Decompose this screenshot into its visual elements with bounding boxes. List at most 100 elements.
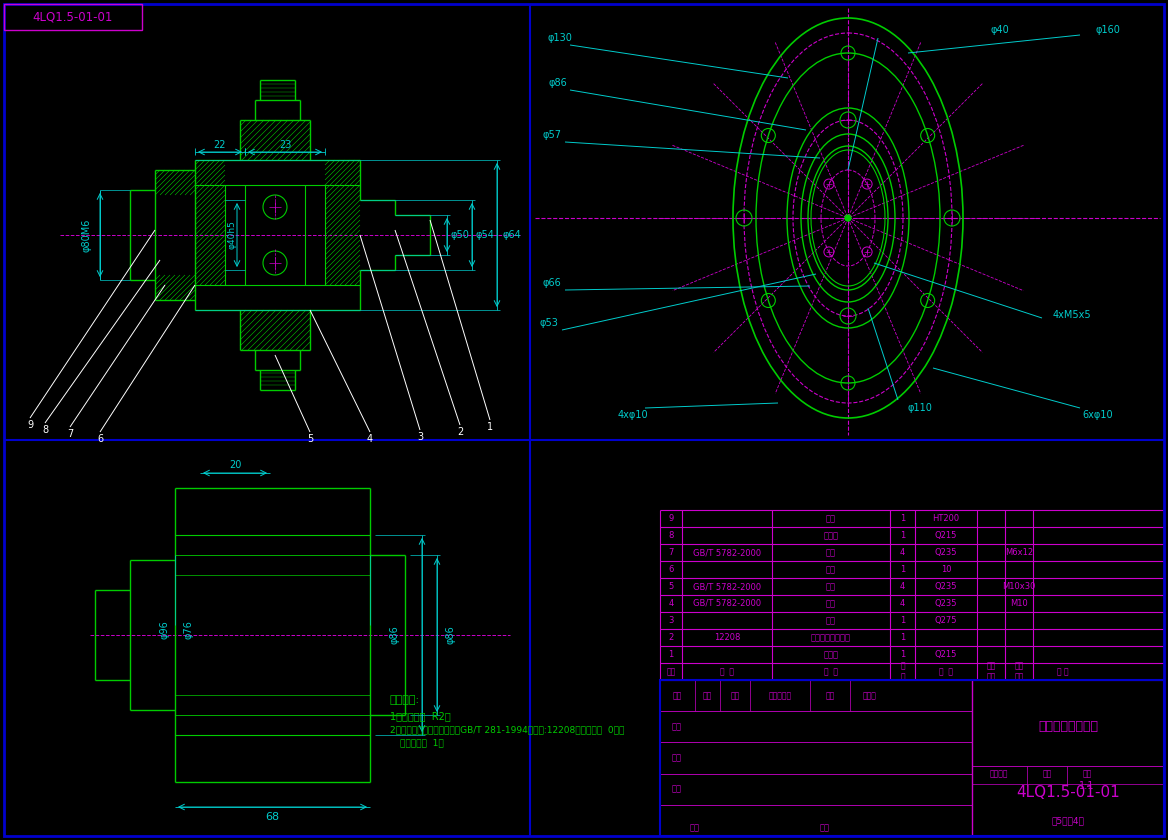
- Bar: [4, 4, 142, 30]
- Text: φ40h5: φ40h5: [228, 221, 236, 249]
- Text: φ66: φ66: [543, 278, 562, 288]
- Text: 代  号: 代 号: [719, 667, 734, 676]
- Text: 袆母: 袆母: [826, 599, 836, 608]
- Text: 5: 5: [668, 582, 674, 591]
- Text: 3: 3: [668, 616, 674, 625]
- Text: 序号: 序号: [667, 667, 675, 676]
- Text: φ96: φ96: [160, 621, 171, 639]
- Text: 68: 68: [265, 812, 279, 822]
- Text: 笱盖: 笱盖: [826, 514, 836, 523]
- Text: 审核: 审核: [672, 753, 682, 763]
- Text: GB/T 5782-2000: GB/T 5782-2000: [693, 582, 762, 591]
- Text: 23: 23: [279, 140, 291, 150]
- Text: φ76: φ76: [183, 621, 193, 639]
- Text: 圆柱孔调心球轴承: 圆柱孔调心球轴承: [811, 633, 851, 642]
- Text: 2: 2: [457, 427, 464, 437]
- Text: 4xφ10: 4xφ10: [618, 410, 648, 420]
- Text: φ86: φ86: [549, 78, 568, 88]
- Text: 4LQ1.5-01-01: 4LQ1.5-01-01: [33, 10, 113, 24]
- Text: Q215: Q215: [934, 531, 958, 540]
- Text: 更改文件号: 更改文件号: [769, 691, 792, 700]
- Text: 设计: 设计: [672, 722, 682, 732]
- Text: φ54: φ54: [475, 230, 494, 240]
- Text: GB/T 5782-2000: GB/T 5782-2000: [693, 548, 762, 557]
- Text: 技术要求:: 技术要求:: [390, 695, 420, 705]
- Text: φ110: φ110: [908, 403, 932, 413]
- Text: 外套: 外套: [826, 616, 836, 625]
- Text: φ160: φ160: [1096, 25, 1120, 35]
- Text: 年月日: 年月日: [863, 691, 877, 700]
- Text: 5: 5: [307, 434, 313, 444]
- Text: 6: 6: [668, 565, 674, 574]
- Text: 单件
重量: 单件 重量: [986, 662, 995, 681]
- Text: Q215: Q215: [934, 650, 958, 659]
- Bar: [660, 680, 1164, 836]
- Text: 9: 9: [668, 514, 674, 523]
- Text: 总计
重量: 总计 重量: [1014, 662, 1023, 681]
- Text: M10: M10: [1010, 599, 1028, 608]
- Text: 签名: 签名: [826, 691, 835, 700]
- Text: 密封圈: 密封圈: [823, 531, 839, 540]
- Text: 1: 1: [899, 633, 905, 642]
- Text: φ80M6: φ80M6: [82, 218, 92, 252]
- Text: 1: 1: [668, 650, 674, 659]
- Text: φ50: φ50: [451, 230, 470, 240]
- Text: 10: 10: [940, 565, 951, 574]
- Text: M6x12: M6x12: [1004, 548, 1033, 557]
- Text: 4: 4: [899, 582, 905, 591]
- Text: Q235: Q235: [934, 582, 958, 591]
- Text: 共5页笥4张: 共5页笥4张: [1051, 816, 1084, 825]
- Text: 8: 8: [42, 425, 48, 435]
- Text: Q235: Q235: [934, 548, 958, 557]
- Text: 袆栓: 袆栓: [826, 582, 836, 591]
- Text: 4xM5x5: 4xM5x5: [1052, 310, 1091, 320]
- Text: 8: 8: [668, 531, 674, 540]
- Text: 备 注: 备 注: [1057, 667, 1069, 676]
- Text: 1: 1: [899, 616, 905, 625]
- Text: 4LQ1.5-01-01: 4LQ1.5-01-01: [1016, 785, 1120, 800]
- Text: Q275: Q275: [934, 616, 958, 625]
- Text: 材  料: 材 料: [939, 667, 953, 676]
- Text: 22: 22: [214, 140, 227, 150]
- Text: φ86: φ86: [445, 626, 456, 644]
- Text: 1: 1: [899, 514, 905, 523]
- Text: 阶段标记: 阶段标记: [989, 769, 1008, 779]
- Text: φ86: φ86: [390, 626, 399, 644]
- Text: 标记: 标记: [673, 691, 682, 700]
- Text: 7: 7: [668, 548, 674, 557]
- Text: 1: 1: [899, 565, 905, 574]
- Text: φ40: φ40: [990, 25, 1009, 35]
- Text: 4: 4: [668, 599, 674, 608]
- Text: 2: 2: [668, 633, 674, 642]
- Text: 3: 3: [417, 432, 423, 442]
- Text: 工艺: 工艺: [690, 823, 700, 832]
- Text: HT200: HT200: [932, 514, 960, 523]
- Text: φ64: φ64: [502, 230, 521, 240]
- Text: 分区: 分区: [730, 691, 739, 700]
- Text: Q235: Q235: [934, 599, 958, 608]
- Text: 袆钉: 袆钉: [826, 548, 836, 557]
- Text: 密封圈: 密封圈: [823, 650, 839, 659]
- Text: φ53: φ53: [540, 318, 558, 328]
- Circle shape: [844, 215, 851, 221]
- Text: 6xφ10: 6xφ10: [1083, 410, 1113, 420]
- Text: GB/T 5782-2000: GB/T 5782-2000: [693, 599, 762, 608]
- Text: φ130: φ130: [548, 33, 572, 43]
- Text: 4: 4: [367, 434, 373, 444]
- Text: 工艺: 工艺: [672, 785, 682, 794]
- Text: 12208: 12208: [714, 633, 741, 642]
- Text: 比例: 比例: [1083, 769, 1092, 779]
- Text: 名  称: 名 称: [823, 667, 837, 676]
- Text: φ57: φ57: [542, 130, 562, 140]
- Text: 4: 4: [899, 548, 905, 557]
- Text: 20: 20: [229, 460, 241, 470]
- Text: 1: 1: [487, 422, 493, 432]
- Text: 数
量: 数 量: [901, 662, 905, 681]
- Text: 处数: 处数: [702, 691, 711, 700]
- Text: 轴承选择角  1；: 轴承选择角 1；: [399, 738, 444, 748]
- Text: 重量: 重量: [1042, 769, 1051, 779]
- Text: 圆柱孔调心球轴系: 圆柱孔调心球轴系: [1038, 720, 1098, 733]
- Text: M10x30: M10x30: [1002, 582, 1036, 591]
- Text: 6: 6: [97, 434, 103, 444]
- Text: 批准: 批准: [820, 823, 830, 832]
